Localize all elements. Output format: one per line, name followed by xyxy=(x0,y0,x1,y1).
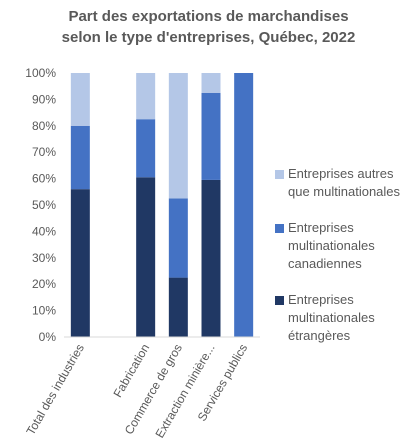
y-tick-label: 80% xyxy=(32,119,56,133)
bar-segment xyxy=(168,198,188,278)
y-tick-label: 10% xyxy=(32,304,56,318)
x-tick-label: Extraction minière... xyxy=(152,342,217,441)
y-tick-label: 50% xyxy=(32,198,56,212)
bar-segment xyxy=(70,189,90,337)
legend-item: Entreprises autres que multinationales xyxy=(272,165,417,201)
y-tick-label: 90% xyxy=(32,92,56,106)
bar-segment xyxy=(168,73,188,199)
bar-segment xyxy=(136,119,156,178)
x-tick-label: Total des industries xyxy=(23,342,86,438)
bar-segment xyxy=(136,177,156,337)
bar-segment xyxy=(168,277,188,337)
legend-item: Entreprises multinationales étrangères xyxy=(272,291,417,345)
y-tick-label: 60% xyxy=(32,172,56,186)
legend-label: Entreprises multinationales canadiennes xyxy=(288,220,375,271)
bar-segment xyxy=(70,125,90,190)
y-tick-label: 40% xyxy=(32,224,56,238)
legend-item: Entreprises multinationales canadiennes xyxy=(272,219,417,273)
y-tick-label: 0% xyxy=(39,330,57,344)
legend-swatch xyxy=(275,170,284,179)
legend-swatch xyxy=(275,296,284,305)
chart-title-line-2: selon le type d'entreprises, Québec, 202… xyxy=(61,29,356,46)
bar-segment xyxy=(234,73,254,337)
legend-label: Entreprises autres que multinationales xyxy=(288,166,401,199)
y-tick-label: 20% xyxy=(32,277,56,291)
bar-segment xyxy=(201,179,221,337)
bar-segment xyxy=(201,92,221,180)
legend-label: Entreprises multinationales étrangères xyxy=(288,292,375,343)
chart-title: Part des exportations de marchandises se… xyxy=(0,6,417,48)
bar-segment xyxy=(136,73,156,120)
chart-legend: Entreprises autres que multinationales En… xyxy=(272,165,417,363)
y-tick-label: 30% xyxy=(32,251,56,265)
legend-swatch xyxy=(275,224,284,233)
bar-segment xyxy=(70,73,90,126)
chart-title-line-1: Part des exportations de marchandises xyxy=(68,8,349,25)
y-tick-label: 100% xyxy=(25,66,56,80)
y-tick-label: 70% xyxy=(32,145,56,159)
bar-segment xyxy=(201,73,221,93)
